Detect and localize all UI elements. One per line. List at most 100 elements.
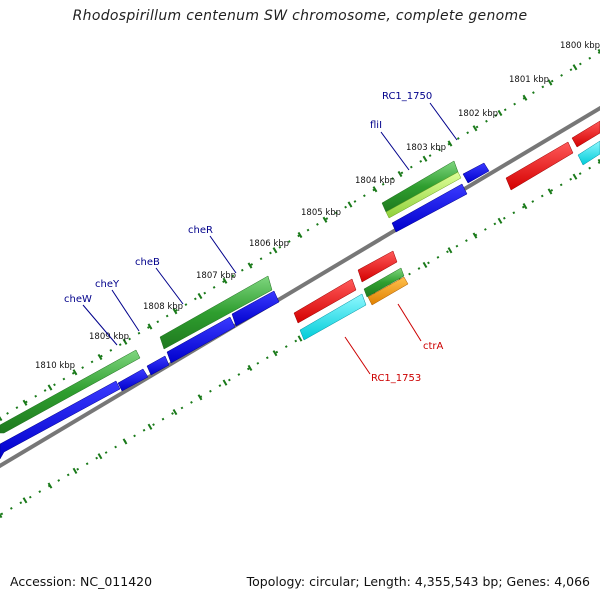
- ruler-tick: [197, 292, 203, 300]
- ruler-tick: [222, 379, 228, 386]
- leader-line: [397, 303, 422, 342]
- leader-line: [111, 289, 140, 332]
- gene-label-cheR[interactable]: cheR: [188, 225, 213, 236]
- kbp-label: 1804 kbp: [355, 176, 395, 186]
- gene-feature[interactable]: [0, 349, 141, 434]
- gene-feature[interactable]: [159, 275, 273, 350]
- leader-line: [209, 235, 237, 274]
- ruler-tick: [222, 277, 228, 284]
- ruler-tick: [47, 482, 53, 489]
- gene-feature[interactable]: [166, 316, 236, 364]
- ruler-tick: [297, 335, 303, 342]
- ruler-tick: [572, 173, 578, 180]
- ruler-tick: [497, 217, 503, 224]
- kbp-label: 1803 kbp: [406, 143, 446, 153]
- ruler-tick: [72, 369, 78, 376]
- kbp-label: 1808 kbp: [143, 302, 183, 312]
- kbp-label: 1802 kbp: [458, 109, 498, 119]
- ruler-tick: [597, 158, 600, 164]
- kbp-label: 1810 kbp: [35, 361, 75, 371]
- reverse-strand-features: [293, 120, 600, 341]
- gene-feature[interactable]: [363, 267, 405, 298]
- gene-feature[interactable]: [571, 120, 600, 148]
- leader-line: [344, 336, 371, 375]
- accession-text: Accession: NC_011420: [10, 574, 153, 589]
- ruler-tick: [22, 497, 28, 504]
- gene-feature[interactable]: [357, 250, 398, 283]
- ruler-tick: [347, 201, 353, 208]
- ruler-tick: [22, 399, 28, 406]
- ruler-tick: [197, 394, 203, 401]
- ruler-tick: [172, 408, 178, 416]
- ruler-tick: [472, 125, 478, 132]
- gene-feature[interactable]: [117, 368, 149, 392]
- ruler-tick: [122, 438, 128, 445]
- ruler-tick: [172, 308, 178, 315]
- gene-feature-RC1_1750[interactable]: [462, 162, 490, 184]
- kbp-label: 1805 kbp: [301, 208, 341, 218]
- gene-labels: RC1_1750 fliI cheR cheB cheY cheW ctrA R…: [64, 91, 444, 384]
- label-leaders: [82, 102, 458, 375]
- ruler-tick: [447, 247, 453, 254]
- leader-line: [380, 131, 410, 171]
- gene-feature[interactable]: [577, 140, 600, 166]
- ruler-tick: [522, 94, 528, 101]
- kbp-label: 1801 kbp: [509, 75, 549, 85]
- kbp-label: 1809 kbp: [89, 332, 129, 342]
- ruler-tick: [497, 109, 503, 117]
- ruler-tick: [147, 423, 153, 430]
- ruler-tick: [422, 261, 428, 269]
- leader-line: [429, 102, 458, 141]
- ruler-tick: [597, 48, 600, 54]
- kbp-label: 1806 kbp: [249, 239, 289, 249]
- chromosome-backbone: [0, 105, 600, 469]
- ruler-tick: [372, 186, 378, 193]
- gene-label-RC1_1750[interactable]: RC1_1750: [382, 91, 432, 102]
- gene-label-fliI[interactable]: fliI: [370, 120, 382, 131]
- gene-label-cheB[interactable]: cheB: [135, 257, 160, 268]
- gene-feature[interactable]: [0, 380, 121, 460]
- kbp-label: 1807 kbp: [196, 271, 236, 281]
- kbp-label: 1800 kbp: [560, 41, 600, 51]
- ruler-tick: [147, 323, 153, 330]
- map-title: Rhodospirillum centenum SW chromosome, c…: [72, 8, 528, 24]
- ruler-tick: [247, 364, 253, 372]
- gene-feature[interactable]: [293, 278, 357, 324]
- gene-feature-RC1_1753[interactable]: [299, 293, 367, 341]
- ruler-tick: [472, 232, 478, 239]
- ruler-tick: [522, 203, 528, 210]
- ruler-tick: [0, 513, 3, 519]
- ruler-tick: [447, 140, 453, 147]
- ruler-tick: [0, 416, 3, 422]
- gene-feature[interactable]: [146, 355, 170, 376]
- ruler-tick: [397, 170, 403, 178]
- gene-label-cheW[interactable]: cheW: [64, 294, 92, 305]
- ruler-tick: [547, 79, 553, 86]
- ruler-tick: [72, 467, 78, 474]
- ruler-tick: [272, 247, 278, 254]
- ruler-tick: [97, 453, 103, 460]
- gene-feature[interactable]: [231, 290, 280, 327]
- gene-label-RC1_1753[interactable]: RC1_1753: [371, 373, 421, 384]
- ruler-tick: [247, 262, 253, 269]
- ruler-tick: [547, 188, 553, 195]
- gene-label-cheY[interactable]: cheY: [95, 279, 120, 290]
- kbp-labels: 1800 kbp 1801 kbp 1802 kbp 1803 kbp 1804…: [35, 41, 600, 371]
- forward-strand-features: [0, 160, 490, 460]
- leader-line: [82, 304, 118, 346]
- gene-feature-fliI-inner[interactable]: [385, 171, 462, 219]
- outer-ruler-ticks: [0, 48, 600, 422]
- ruler-tick: [272, 350, 278, 357]
- ruler-tick: [297, 231, 303, 239]
- ruler-tick: [97, 353, 103, 361]
- gene-feature-ctrA[interactable]: [367, 276, 409, 306]
- ruler-tick: [47, 384, 53, 391]
- ruler-tick: [322, 216, 328, 223]
- ruler-tick: [122, 338, 128, 345]
- ruler-tick: [422, 155, 428, 162]
- gene-label-ctrA[interactable]: ctrA: [423, 341, 444, 352]
- gene-feature[interactable]: [391, 183, 468, 233]
- topology-text: Topology: circular; Length: 4,355,543 bp…: [246, 574, 590, 589]
- gene-feature[interactable]: [505, 141, 574, 191]
